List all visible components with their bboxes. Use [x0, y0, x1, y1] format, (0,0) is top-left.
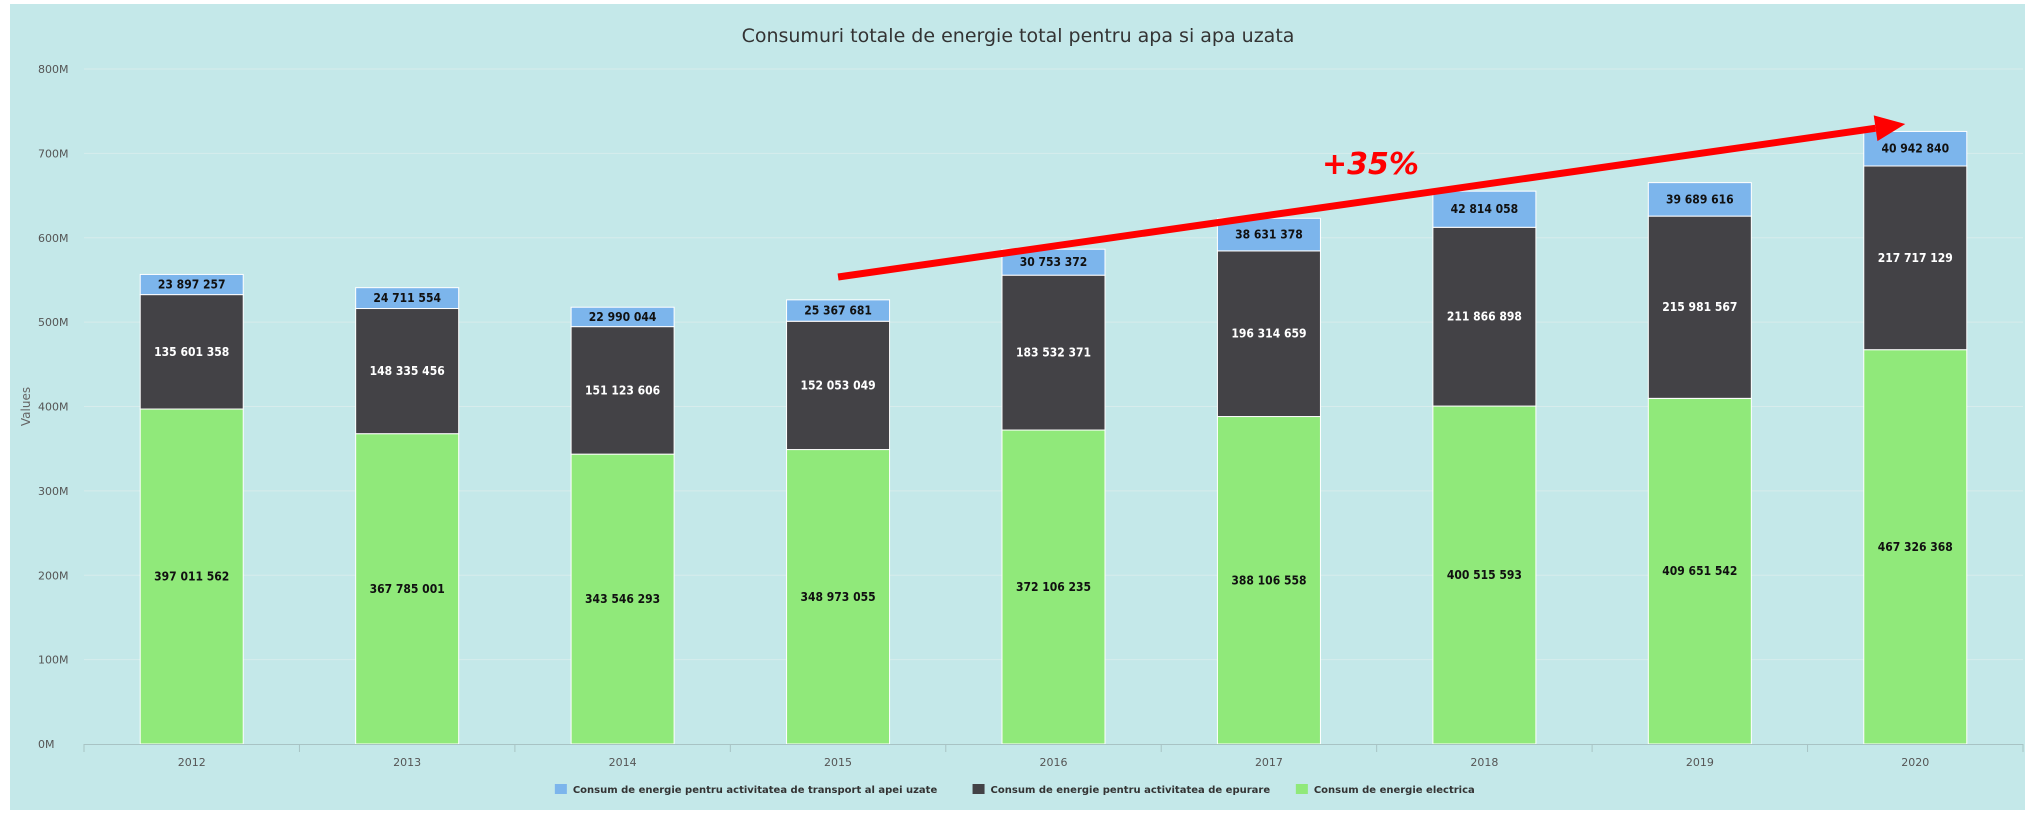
bar-segment — [355, 433, 460, 745]
trend-annotation-label: +35% — [1322, 147, 1419, 182]
bar-segment — [139, 408, 244, 745]
data-label: 388 106 558 — [1231, 573, 1306, 587]
bar-segment — [1647, 397, 1752, 745]
x-tick-label: 2014 — [609, 756, 637, 769]
data-label: 196 314 659 — [1231, 327, 1306, 341]
data-label: 217 717 129 — [1878, 251, 1953, 265]
bar-segment — [786, 299, 891, 322]
legend-swatch — [554, 784, 567, 794]
data-label: 215 981 567 — [1662, 300, 1737, 314]
y-tick-label: 600M — [38, 232, 69, 245]
y-tick-label: 700M — [38, 147, 69, 160]
bar-segment — [139, 294, 244, 410]
bar-segment — [139, 273, 244, 296]
legend-swatch — [1295, 784, 1308, 794]
data-label: 24 711 554 — [373, 291, 441, 305]
trend-arrow-head — [1873, 115, 1906, 142]
data-label: 367 785 001 — [370, 582, 445, 596]
bar-segment — [570, 453, 675, 745]
y-tick-label: 300M — [38, 485, 69, 498]
bar-segment — [1432, 405, 1537, 745]
bar-segment — [1647, 215, 1752, 399]
legend-item: Consum de energie electrica — [1314, 785, 1475, 796]
data-label: 343 546 293 — [585, 592, 660, 606]
legend-swatch — [972, 784, 985, 794]
chart-container: 397 011 562 135 601 358 23 897 257 367 785 … — [10, 4, 2025, 810]
bar-segment — [1001, 274, 1106, 431]
data-label: 467 326 368 — [1878, 540, 1953, 554]
data-label: 211 866 898 — [1447, 310, 1522, 324]
x-tick-label: 2019 — [1686, 756, 1714, 769]
x-tick-label: 2020 — [1901, 756, 1929, 769]
bar-segment — [1647, 182, 1752, 217]
data-label: 372 106 235 — [1016, 580, 1091, 594]
data-label: 30 753 372 — [1020, 255, 1088, 269]
data-label: 183 532 371 — [1016, 346, 1091, 360]
x-tick-label: 2015 — [824, 756, 852, 769]
bar-segment — [570, 326, 675, 455]
y-tick-label: 100M — [38, 654, 69, 667]
y-tick-label: 400M — [38, 401, 69, 414]
data-label: 151 123 606 — [585, 383, 660, 397]
data-label: 397 011 562 — [154, 570, 229, 584]
data-label: 39 689 616 — [1666, 192, 1734, 206]
data-label: 148 335 456 — [370, 364, 445, 378]
bar-segment — [786, 320, 891, 451]
data-label: 42 814 058 — [1451, 202, 1519, 216]
x-tick-label: 2013 — [393, 756, 421, 769]
data-label: 38 631 378 — [1235, 228, 1303, 242]
stacked-bar-chart: 397 011 562 135 601 358 23 897 257 367 785 … — [19, 25, 2024, 796]
bar-segment — [1216, 217, 1321, 252]
data-label: 25 367 681 — [804, 304, 872, 318]
legend-item: Consum de energie pentru activitatea de … — [991, 785, 1271, 796]
bar-segment — [1863, 165, 1968, 351]
bar-segment — [355, 308, 460, 435]
data-label: 400 515 593 — [1447, 568, 1522, 582]
x-tick-label: 2016 — [1040, 756, 1068, 769]
y-tick-label: 800M — [38, 63, 69, 76]
chart-title: Consumuri totale de energie total pentru… — [742, 25, 1295, 47]
bar-segment — [1001, 429, 1106, 745]
y-axis-title: Values — [19, 387, 33, 426]
data-label: 348 973 055 — [800, 590, 875, 604]
x-tick-label: 2018 — [1470, 756, 1498, 769]
bar-segment — [1216, 416, 1321, 745]
y-tick-label: 500M — [38, 316, 69, 329]
x-tick-label: 2017 — [1255, 756, 1283, 769]
y-tick-label: 200M — [38, 569, 69, 582]
x-tick-label: 2012 — [178, 756, 206, 769]
data-label: 40 942 840 — [1881, 142, 1949, 156]
data-label: 135 601 358 — [154, 345, 229, 359]
y-tick-label: 0M — [38, 738, 55, 751]
bar-segment — [1863, 349, 1968, 745]
legend-item: Consum de energie pentru activitatea de … — [573, 785, 938, 796]
data-label: 23 897 257 — [158, 278, 226, 292]
trend-arrow-line — [837, 124, 1877, 281]
data-label: 152 053 049 — [800, 378, 875, 392]
bar-segment — [355, 287, 460, 310]
data-label: 409 651 542 — [1662, 564, 1737, 578]
bar-segment — [570, 306, 675, 328]
bar-segment — [1432, 190, 1537, 228]
bar-segment — [1216, 250, 1321, 418]
data-label: 22 990 044 — [589, 310, 657, 324]
bar-segment — [1432, 226, 1537, 407]
